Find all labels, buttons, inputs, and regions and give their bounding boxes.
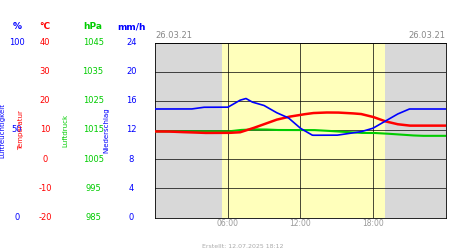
Text: 20: 20	[40, 96, 50, 105]
Text: Temperatur: Temperatur	[18, 110, 24, 150]
Text: 1025: 1025	[83, 96, 104, 105]
Text: 1035: 1035	[83, 67, 104, 76]
Text: 1005: 1005	[83, 155, 104, 164]
Text: 26.03.21: 26.03.21	[409, 31, 446, 40]
Bar	[385, 42, 446, 218]
Bar	[222, 42, 385, 218]
Text: 24: 24	[126, 38, 136, 47]
Text: Luftdruck: Luftdruck	[62, 114, 68, 146]
Text: -10: -10	[38, 184, 52, 193]
Bar	[155, 42, 222, 218]
Text: hPa: hPa	[84, 22, 103, 31]
Text: Luftfeuchtigkeit: Luftfeuchtigkeit	[0, 102, 6, 158]
Text: Erstellt: 12.07.2025 18:12: Erstellt: 12.07.2025 18:12	[202, 244, 283, 249]
Text: °C: °C	[40, 22, 50, 31]
Text: 1015: 1015	[83, 126, 104, 134]
Text: 10: 10	[40, 126, 50, 134]
Text: 8: 8	[129, 155, 134, 164]
Text: Niederschlag: Niederschlag	[104, 107, 109, 153]
Text: 995: 995	[85, 184, 101, 193]
Text: 985: 985	[85, 213, 101, 222]
Text: 16: 16	[126, 96, 136, 105]
Text: -20: -20	[38, 213, 52, 222]
Text: 4: 4	[129, 184, 134, 193]
Text: 0: 0	[129, 213, 134, 222]
Text: 0: 0	[42, 155, 48, 164]
Text: mm/h: mm/h	[117, 22, 145, 31]
Text: 26.03.21: 26.03.21	[155, 31, 192, 40]
Text: 20: 20	[126, 67, 136, 76]
Text: 0: 0	[14, 213, 20, 222]
Text: %: %	[13, 22, 22, 31]
Text: 30: 30	[40, 67, 50, 76]
Text: 40: 40	[40, 38, 50, 47]
Text: 12: 12	[126, 126, 136, 134]
Text: 1045: 1045	[83, 38, 104, 47]
Text: 50: 50	[12, 126, 22, 134]
Text: 100: 100	[9, 38, 25, 47]
